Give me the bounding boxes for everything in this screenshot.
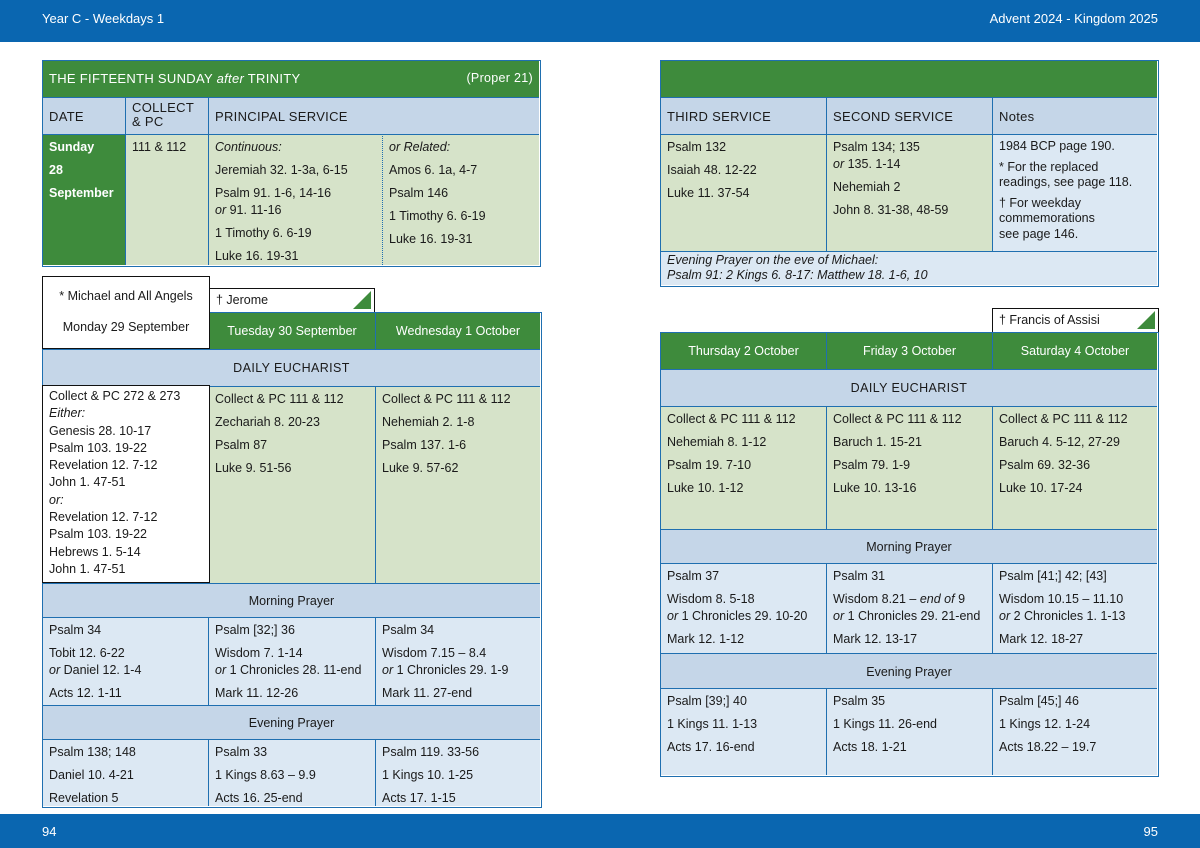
page-footer: 94 95: [0, 814, 1200, 848]
day-header-saturday: Saturday 4 October: [993, 333, 1157, 369]
page-number-left: 94: [42, 824, 57, 839]
header-left: Year C - Weekdays 1: [42, 11, 165, 26]
francis-commemoration-tab: † Francis of Assisi: [992, 308, 1159, 332]
col-date-header: DATE: [43, 97, 126, 134]
col-third-header: THIRD SERVICE: [661, 97, 827, 134]
daily-eucharist-band: DAILY EUCHARIST: [43, 349, 540, 386]
week1-table: Tuesday 30 September Wednesday 1 October…: [42, 312, 542, 808]
eve-of-michael-note: Evening Prayer on the eve of Michael: Ps…: [661, 251, 1157, 285]
friday-evening-prayer: Psalm 35 1 Kings 11. 26-end Acts 18. 1-2…: [827, 688, 993, 775]
page-header: Year C - Weekdays 1 Advent 2024 - Kingdo…: [0, 0, 1200, 42]
col-principal-header: PRINCIPAL SERVICE: [209, 97, 539, 134]
notes-cell: 1984 BCP page 190. * For the replaced re…: [993, 134, 1157, 251]
thursday-morning-prayer: Psalm 37 Wisdom 8. 5-18 or 1 Chronicles …: [661, 563, 827, 653]
monday-morning-prayer: Psalm 34 Tobit 12. 6-22 or Daniel 12. 1-…: [43, 617, 209, 705]
thursday-eucharist: Collect & PC 111 & 112 Nehemiah 8. 1-12 …: [661, 406, 827, 529]
sunday-services-title: [661, 61, 1157, 97]
monday-evening-prayer: Psalm 138; 148 Daniel 10. 4-21 Revelatio…: [43, 739, 209, 806]
tuesday-morning-prayer: Psalm [32;] 36 Wisdom 7. 1-14 or 1 Chron…: [209, 617, 376, 705]
saturday-evening-prayer: Psalm [45;] 46 1 Kings 12. 1-24 Acts 18.…: [993, 688, 1157, 775]
jerome-commemoration-tab: † Jerome: [209, 288, 375, 312]
sunday-services-table: THIRD SERVICE SECOND SERVICE Notes Psalm…: [660, 60, 1159, 287]
morning-prayer-band: Morning Prayer: [43, 583, 540, 617]
continuous-readings: Continuous: Jeremiah 32. 1-3a, 6-15 Psal…: [209, 134, 383, 265]
daily-eucharist-band: DAILY EUCHARIST: [661, 369, 1157, 406]
day-header-friday: Friday 3 October: [827, 333, 993, 369]
sunday-table: THE FIFTEENTH SUNDAY after TRINITY (Prop…: [42, 60, 541, 267]
thursday-evening-prayer: Psalm [39;] 40 1 Kings 11. 1-13 Acts 17.…: [661, 688, 827, 775]
tuesday-evening-prayer: Psalm 33 1 Kings 8.63 – 9.9 Acts 16. 25-…: [209, 739, 376, 806]
wednesday-morning-prayer: Psalm 34 Wisdom 7.15 – 8.4 or 1 Chronicl…: [376, 617, 540, 705]
saturday-morning-prayer: Psalm [41;] 42; [43] Wisdom 10.15 – 11.1…: [993, 563, 1157, 653]
related-readings: or Related: Amos 6. 1a, 4-7 Psalm 146 1 …: [383, 134, 539, 265]
sunday-collect-cell: 111 & 112: [126, 134, 209, 265]
col-notes-header: Notes: [993, 97, 1157, 134]
col-second-header: SECOND SERVICE: [827, 97, 993, 134]
morning-prayer-band: Morning Prayer: [661, 529, 1157, 563]
michael-and-all-angels-header: * Michael and All Angels Monday 29 Septe…: [42, 276, 210, 349]
page-number-right: 95: [1143, 824, 1158, 839]
friday-eucharist: Collect & PC 111 & 112 Baruch 1. 15-21 P…: [827, 406, 993, 529]
day-header-wednesday: Wednesday 1 October: [376, 313, 540, 349]
evening-prayer-band: Evening Prayer: [661, 653, 1157, 688]
second-service-readings: Psalm 134; 135 or 135. 1-14 Nehemiah 2 J…: [827, 134, 993, 251]
wednesday-eucharist: Collect & PC 111 & 112 Nehemiah 2. 1-8 P…: [376, 386, 540, 583]
sunday-date-cell: Sunday 28 September: [43, 134, 126, 265]
monday-eucharist: Collect & PC 272 & 273 Either: Genesis 2…: [42, 385, 210, 583]
saturday-eucharist: Collect & PC 111 & 112 Baruch 4. 5-12, 2…: [993, 406, 1157, 529]
header-right: Advent 2024 - Kingdom 2025: [989, 11, 1158, 26]
col-collect-header: COLLECT & PC: [126, 97, 209, 134]
evening-prayer-band: Evening Prayer: [43, 705, 540, 739]
tuesday-eucharist: Collect & PC 111 & 112 Zechariah 8. 20-2…: [209, 386, 376, 583]
week2-table: Thursday 2 October Friday 3 October Satu…: [660, 332, 1159, 777]
third-service-readings: Psalm 132 Isaiah 48. 12-22 Luke 11. 37-5…: [661, 134, 827, 251]
sunday-title: THE FIFTEENTH SUNDAY after TRINITY (Prop…: [43, 61, 539, 97]
wednesday-evening-prayer: Psalm 119. 33-56 1 Kings 10. 1-25 Acts 1…: [376, 739, 540, 806]
day-header-thursday: Thursday 2 October: [661, 333, 827, 369]
corner-triangle-icon: [353, 291, 371, 309]
proper-label: (Proper 21): [466, 71, 533, 85]
friday-morning-prayer: Psalm 31 Wisdom 8.21 – end of 9 or 1 Chr…: [827, 563, 993, 653]
day-header-tuesday: Tuesday 30 September: [209, 313, 376, 349]
corner-triangle-icon: [1137, 311, 1155, 329]
